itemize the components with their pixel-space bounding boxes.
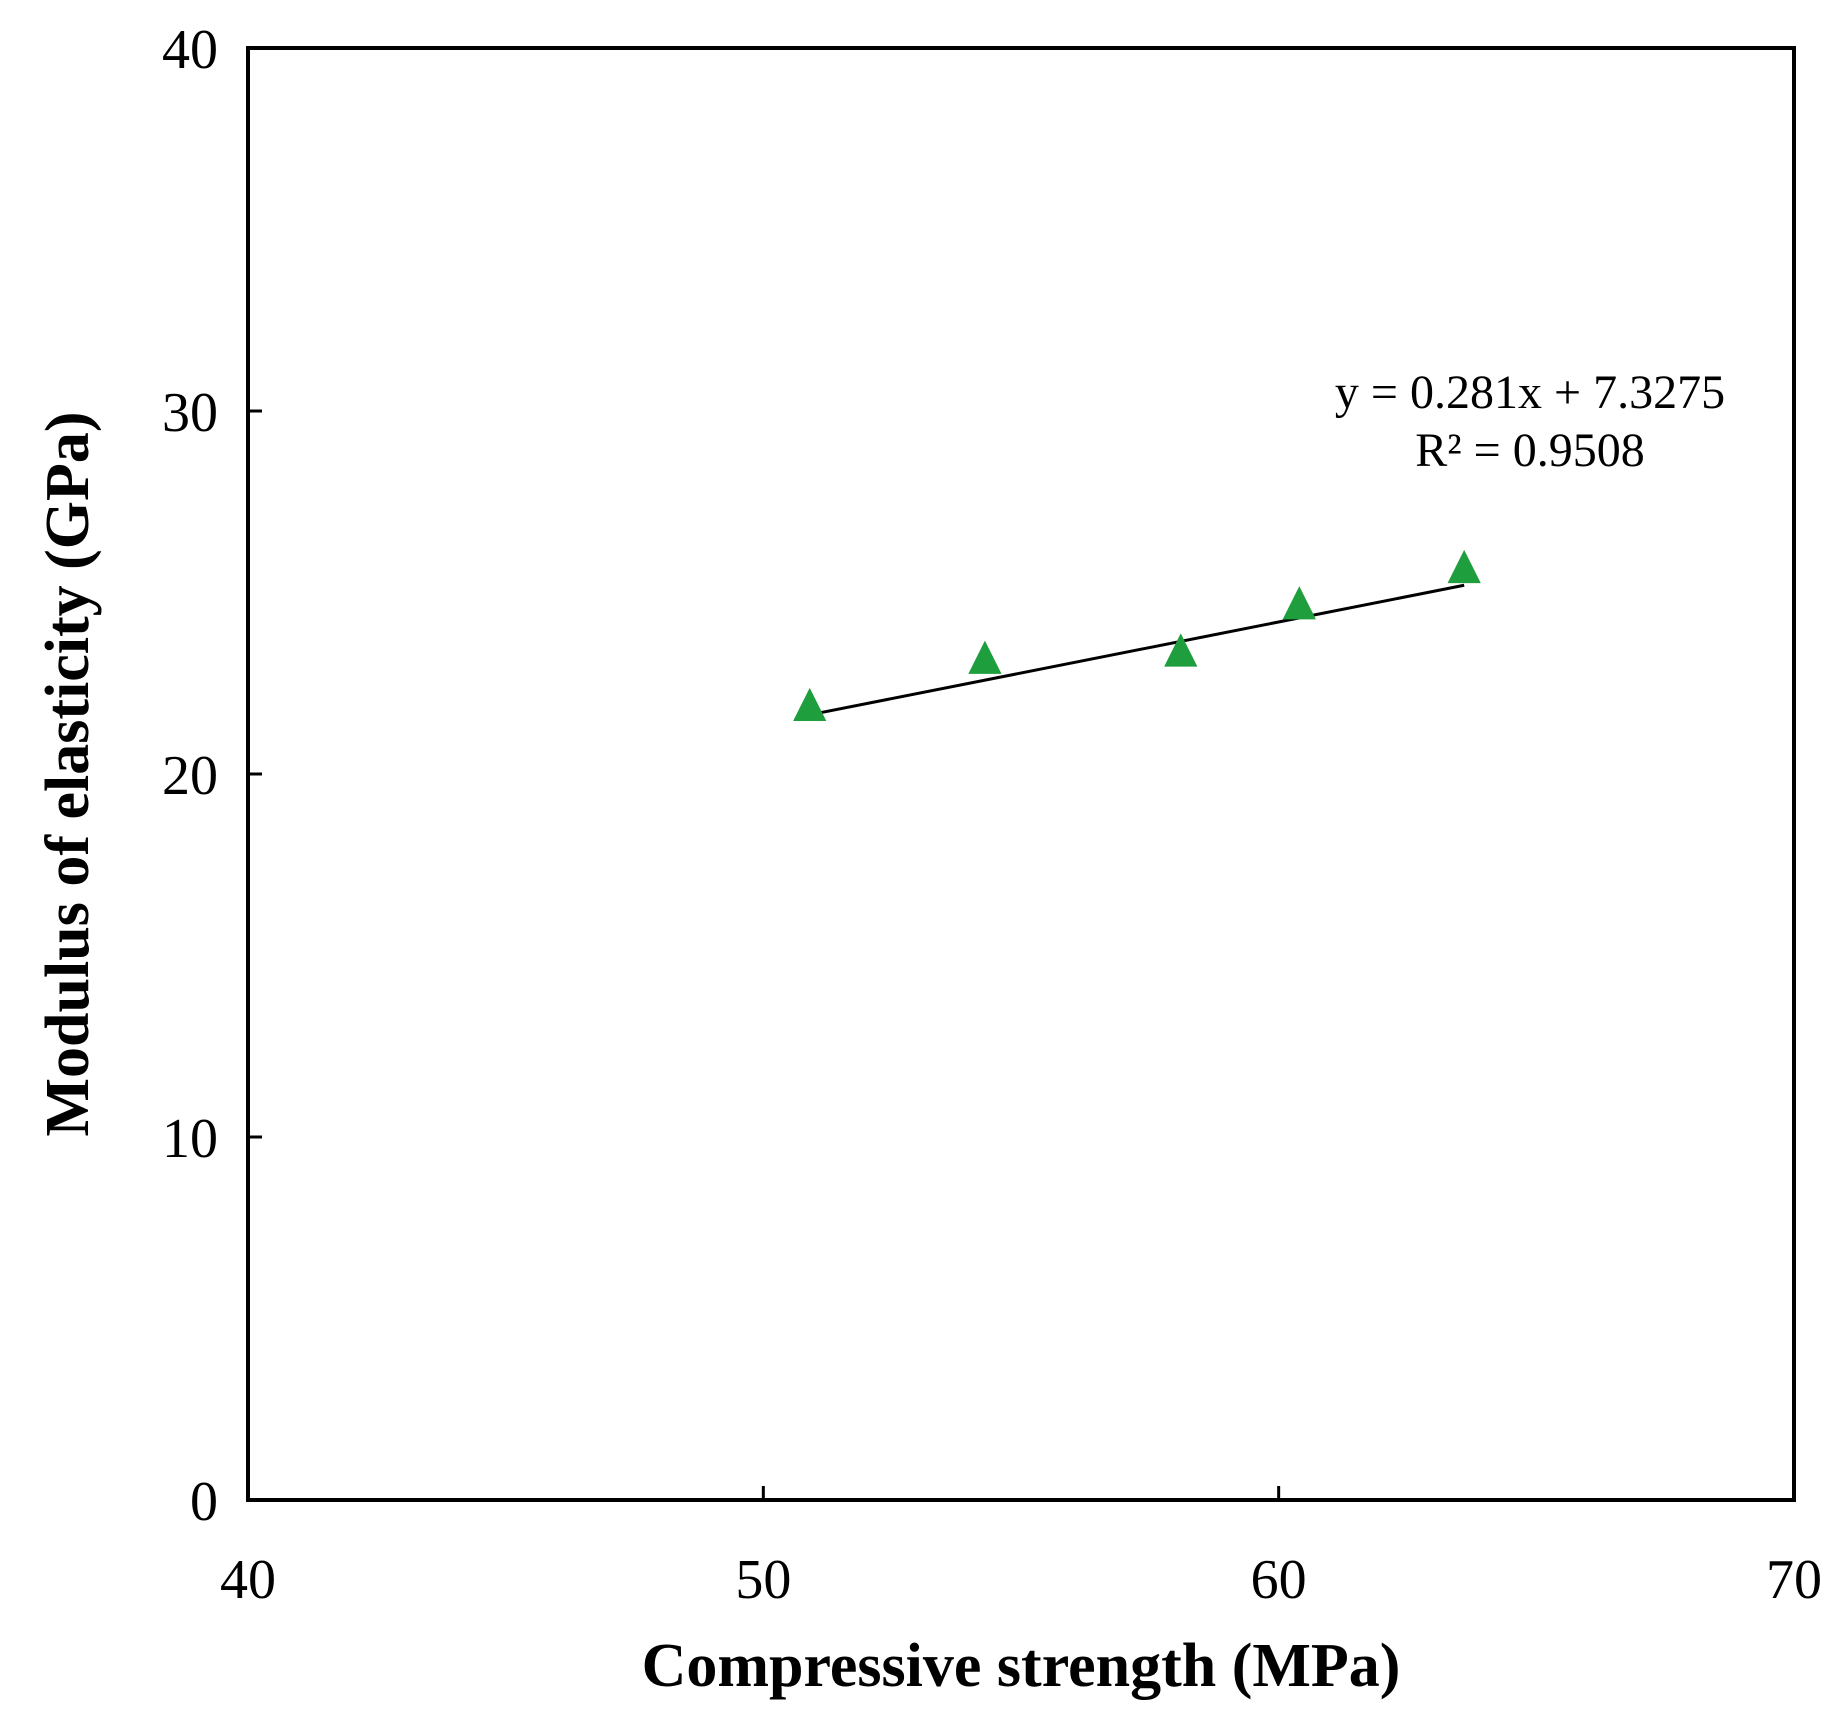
trendline-group xyxy=(809,583,1465,717)
data-points xyxy=(793,549,1481,722)
trendline-r-squared: R² = 0.9508 xyxy=(1415,424,1644,477)
data-point-triangle xyxy=(1447,549,1481,584)
x-axis-title: Compressive strength (MPa) xyxy=(642,1632,1401,1700)
plot-area xyxy=(246,46,1796,1502)
trendline xyxy=(809,583,1465,717)
data-point-triangle xyxy=(1164,633,1198,667)
y-axis-ticks: 0 10 20 30 40 xyxy=(162,19,262,1533)
data-point-triangle xyxy=(793,687,827,722)
x-axis-ticks: 40 50 60 70 xyxy=(220,1486,1822,1611)
data-point-triangle xyxy=(1282,586,1316,620)
x-tick-label: 40 xyxy=(220,1549,276,1611)
x-tick-label: 70 xyxy=(1766,1549,1822,1611)
y-axis-title: Modulus of elasticity (GPa) xyxy=(34,412,102,1137)
y-tick-label: 30 xyxy=(162,382,218,444)
x-tick-label: 60 xyxy=(1251,1549,1307,1611)
data-point-triangle xyxy=(968,640,1002,674)
y-tick-label: 20 xyxy=(162,745,218,807)
y-tick-label: 10 xyxy=(162,1108,218,1170)
trendline-equation: y = 0.281x + 7.3275 xyxy=(1335,366,1725,419)
x-tick-label: 50 xyxy=(735,1549,791,1611)
y-tick-label: 40 xyxy=(162,19,218,81)
y-tick-label: 0 xyxy=(190,1471,218,1533)
